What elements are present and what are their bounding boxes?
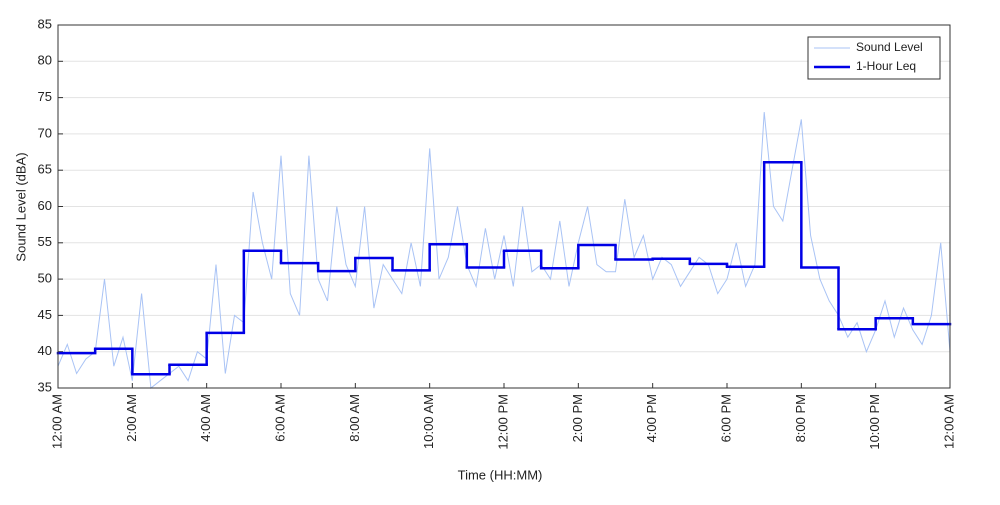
x-tick-label: 8:00 AM: [347, 394, 362, 442]
x-tick-label: 4:00 AM: [198, 394, 213, 442]
plot-border: [57, 24, 951, 389]
x-tick-label: 10:00 AM: [421, 394, 436, 449]
x-tick-label: 8:00 PM: [793, 394, 808, 442]
x-tick-label: 12:00 AM: [49, 394, 64, 449]
legend-label: 1-Hour Leq: [856, 59, 916, 73]
x-tick-label: 6:00 PM: [718, 394, 733, 442]
legend-label: Sound Level: [856, 40, 923, 54]
x-axis-label: Time (HH:MM): [458, 467, 543, 482]
x-tick-label: 12:00 AM: [941, 394, 956, 449]
x-tick-label: 2:00 AM: [124, 394, 139, 442]
y-tick-label: 35: [38, 379, 52, 394]
y-tick-label: 80: [38, 53, 52, 68]
y-tick-label: 85: [38, 16, 52, 31]
y-axis-label: Sound Level (dBA): [13, 152, 28, 261]
x-tick-label: 10:00 PM: [867, 394, 882, 450]
legend-box: [807, 36, 941, 80]
y-tick-label: 45: [38, 307, 52, 322]
y-tick-label: 75: [38, 89, 52, 104]
y-tick-label: 70: [38, 125, 52, 140]
x-tick-label: 6:00 AM: [272, 394, 287, 442]
y-tick-label: 55: [38, 234, 52, 249]
x-tick-label: 4:00 PM: [644, 394, 659, 442]
x-tick-label: 12:00 PM: [495, 394, 510, 450]
y-tick-label: 60: [38, 198, 52, 213]
x-tick-label: 2:00 PM: [570, 394, 585, 442]
y-tick-label: 50: [38, 271, 52, 286]
y-tick-label: 65: [38, 162, 52, 177]
y-tick-label: 40: [38, 343, 52, 358]
